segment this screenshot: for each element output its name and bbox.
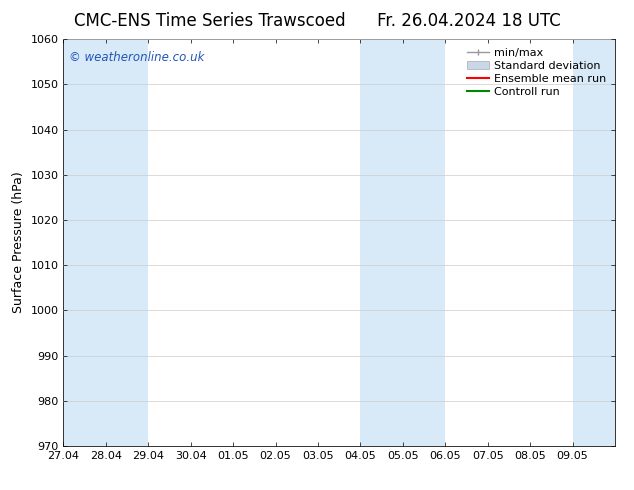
Bar xyxy=(360,39,403,446)
Bar xyxy=(63,39,106,446)
Bar xyxy=(403,39,445,446)
Y-axis label: Surface Pressure (hPa): Surface Pressure (hPa) xyxy=(12,172,25,314)
Bar xyxy=(573,39,615,446)
Text: CMC-ENS Time Series Trawscoed      Fr. 26.04.2024 18 UTC: CMC-ENS Time Series Trawscoed Fr. 26.04.… xyxy=(74,12,560,30)
Text: © weatheronline.co.uk: © weatheronline.co.uk xyxy=(69,51,204,64)
Legend: min/max, Standard deviation, Ensemble mean run, Controll run: min/max, Standard deviation, Ensemble me… xyxy=(464,45,609,100)
Bar xyxy=(106,39,148,446)
